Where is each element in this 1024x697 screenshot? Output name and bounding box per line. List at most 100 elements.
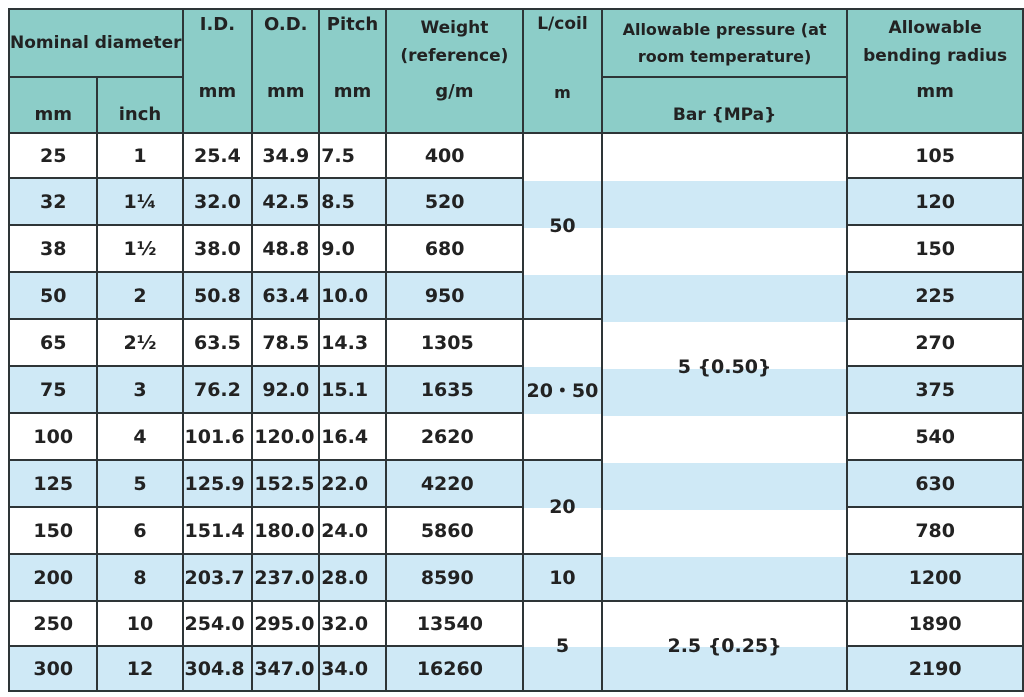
cell-nominal-inch: 2½ <box>96 318 184 367</box>
cell-weight: 5860 <box>384 506 525 555</box>
cell-nominal-inch: 1½ <box>96 224 184 273</box>
header-weight: Weight (reference) g/m <box>384 8 525 134</box>
cell-od: 180.0 <box>251 506 321 555</box>
cell-bending-radius: 1200 <box>846 553 1024 602</box>
cell-bending-radius: 540 <box>846 412 1024 461</box>
cell-od: 78.5 <box>251 318 321 367</box>
table-row: 200 8 203.7 237.0 28.0 8590 10 1200 <box>7 553 1024 602</box>
cell-nominal-inch: 5 <box>96 459 184 508</box>
table-row: 25 1 25.4 34.9 7.5 400 50 5 {0.50} 105 <box>7 132 1024 602</box>
table-row: 100 4 101.6 120.0 16.4 2620 540 <box>7 412 1024 461</box>
unit-nominal-mm: mm <box>7 76 99 134</box>
cell-pitch: 22.0 <box>318 459 387 508</box>
cell-pitch: 7.5 <box>318 132 387 179</box>
cell-pitch: 8.5 <box>318 177 387 226</box>
cell-weight: 13540 <box>384 600 525 647</box>
cell-l-coil-group: 50 <box>522 132 603 320</box>
cell-nominal-mm: 65 <box>7 318 99 367</box>
unit-nominal-inch: inch <box>96 76 184 134</box>
cell-nominal-mm: 38 <box>7 224 99 273</box>
cell-od: 34.9 <box>251 132 321 179</box>
hose-spec-table: Nominal diameter I.D. mm O.D. mm Pitch mm W… <box>7 8 1024 692</box>
cell-id: 32.0 <box>181 177 254 226</box>
table-row: 32 1¼ 32.0 42.5 8.5 520 120 <box>7 177 1024 226</box>
cell-od: 152.5 <box>251 459 321 508</box>
table-row: 150 6 151.4 180.0 24.0 5860 780 <box>7 506 1024 555</box>
cell-nominal-inch: 6 <box>96 506 184 555</box>
cell-id: 76.2 <box>181 365 254 414</box>
cell-od: 63.4 <box>251 271 321 320</box>
cell-pitch: 14.3 <box>318 318 387 367</box>
cell-pitch: 15.1 <box>318 365 387 414</box>
table-row: 38 1½ 38.0 48.8 9.0 680 150 <box>7 224 1024 273</box>
cell-id: 203.7 <box>181 553 254 602</box>
table-row: 75 3 76.2 92.0 15.1 1635 375 <box>7 365 1024 414</box>
cell-od: 295.0 <box>251 600 321 647</box>
header-allowable-pressure: Allowable pressure (at room temperature) <box>600 8 849 78</box>
table-row: 250 10 254.0 295.0 32.0 13540 5 2.5 {0.2… <box>7 600 1024 692</box>
cell-weight: 1635 <box>384 365 525 414</box>
cell-weight: 8590 <box>384 553 525 602</box>
header-allowable-bending-radius: Allowable bending radius mm <box>846 8 1024 134</box>
cell-pitch: 34.0 <box>318 645 387 692</box>
cell-nominal-mm: 125 <box>7 459 99 508</box>
cell-pressure-group: 5 {0.50} <box>600 132 849 602</box>
cell-bending-radius: 150 <box>846 224 1024 273</box>
cell-nominal-inch: 1¼ <box>96 177 184 226</box>
cell-id: 101.6 <box>181 412 254 461</box>
table-row: 50 2 50.8 63.4 10.0 950 225 <box>7 271 1024 320</box>
cell-id: 50.8 <box>181 271 254 320</box>
cell-nominal-mm: 200 <box>7 553 99 602</box>
cell-bending-radius: 1890 <box>846 600 1024 647</box>
cell-nominal-mm: 100 <box>7 412 99 461</box>
cell-l-coil-group: 20・50 <box>522 318 603 461</box>
cell-weight: 950 <box>384 271 525 320</box>
cell-bending-radius: 375 <box>846 365 1024 414</box>
cell-l-coil-group: 20 <box>522 459 603 555</box>
cell-nominal-inch: 2 <box>96 271 184 320</box>
cell-nominal-mm: 50 <box>7 271 99 320</box>
cell-weight: 16260 <box>384 645 525 692</box>
cell-pitch: 28.0 <box>318 553 387 602</box>
cell-pressure-group: 2.5 {0.25} <box>600 600 849 692</box>
header-od: O.D. mm <box>251 8 321 134</box>
cell-id: 304.8 <box>181 645 254 692</box>
cell-nominal-mm: 150 <box>7 506 99 555</box>
cell-bending-radius: 2190 <box>846 645 1024 692</box>
cell-od: 48.8 <box>251 224 321 273</box>
cell-weight: 400 <box>384 132 525 179</box>
cell-weight: 520 <box>384 177 525 226</box>
cell-pitch: 24.0 <box>318 506 387 555</box>
cell-id: 254.0 <box>181 600 254 647</box>
cell-bending-radius: 270 <box>846 318 1024 367</box>
header-l-coil: L/coil m <box>522 8 603 134</box>
cell-weight: 680 <box>384 224 525 273</box>
cell-weight: 4220 <box>384 459 525 508</box>
cell-nominal-mm: 32 <box>7 177 99 226</box>
cell-id: 38.0 <box>181 224 254 273</box>
cell-l-coil-group: 5 <box>522 600 603 692</box>
cell-bending-radius: 120 <box>846 177 1024 226</box>
header-id: I.D. mm <box>181 8 254 134</box>
unit-pressure: Bar {MPa} <box>600 76 849 134</box>
table-row: 125 5 125.9 152.5 22.0 4220 20 630 <box>7 459 1024 555</box>
cell-nominal-mm: 300 <box>7 645 99 692</box>
cell-weight: 1305 <box>384 318 525 367</box>
cell-nominal-inch: 12 <box>96 645 184 692</box>
cell-nominal-mm: 250 <box>7 600 99 647</box>
cell-nominal-mm: 75 <box>7 365 99 414</box>
cell-od: 347.0 <box>251 645 321 692</box>
cell-od: 92.0 <box>251 365 321 414</box>
cell-bending-radius: 105 <box>846 132 1024 179</box>
cell-weight: 2620 <box>384 412 525 461</box>
cell-nominal-inch: 10 <box>96 600 184 647</box>
cell-id: 125.9 <box>181 459 254 508</box>
cell-id: 63.5 <box>181 318 254 367</box>
cell-bending-radius: 225 <box>846 271 1024 320</box>
cell-od: 42.5 <box>251 177 321 226</box>
table-row: 300 12 304.8 347.0 34.0 16260 2190 <box>7 645 1024 692</box>
header-nominal-diameter: Nominal diameter <box>8 8 184 78</box>
cell-pitch: 16.4 <box>318 412 387 461</box>
cell-id: 151.4 <box>181 506 254 555</box>
cell-nominal-inch: 3 <box>96 365 184 414</box>
